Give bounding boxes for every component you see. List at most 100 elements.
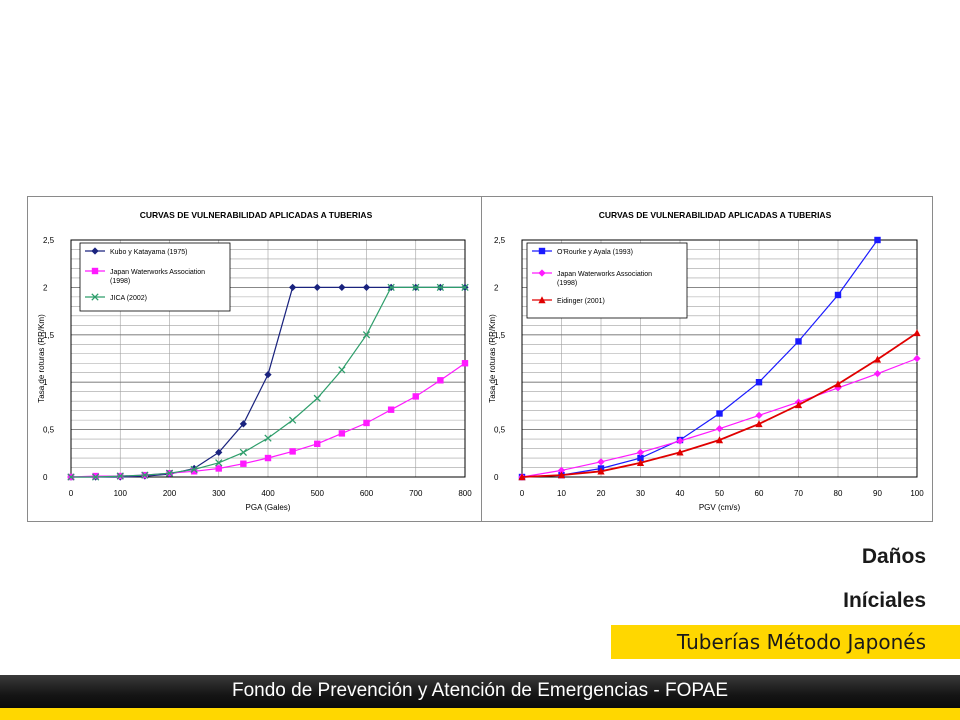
chart1-legend-label: (1998) xyxy=(110,278,130,285)
chart2-series-3-point xyxy=(873,355,882,363)
chart1-series-3-point xyxy=(313,394,321,402)
chart2-series-1-point xyxy=(716,410,723,417)
chart2-series-2-point xyxy=(755,411,763,420)
chart2-title: CURVAS DE VULNERABILIDAD APLICADAS A TUB… xyxy=(599,210,832,220)
chart1-legend xyxy=(79,242,231,312)
chart1-series-1-point xyxy=(215,448,223,456)
chart2-series-3-point xyxy=(913,329,921,337)
chart1-series-2-point xyxy=(240,460,247,467)
chart2-series-2-point xyxy=(873,370,882,378)
chart2-x-tick-label: 80 xyxy=(834,489,843,498)
chart1-series-3-point xyxy=(461,283,469,292)
chart1-x-tick-label: 400 xyxy=(261,489,275,498)
subtitle: Tuberías Método Japonés xyxy=(676,630,926,654)
chart1-series-3-point xyxy=(91,473,100,481)
chart1-series-2-point xyxy=(412,393,419,400)
chart2-series-2-point xyxy=(676,437,684,445)
footer-bar xyxy=(0,675,960,708)
chart2-x-tick-label: 100 xyxy=(910,489,924,498)
chart1-x-tick-label: 100 xyxy=(114,489,128,498)
chart2-x-tick-label: 50 xyxy=(715,489,724,498)
chart1-series-2-point xyxy=(264,454,272,462)
chart2-series-3-point xyxy=(794,401,803,409)
chart1-x-tick-label: 600 xyxy=(360,489,374,498)
chart2-x-tick-label: 40 xyxy=(676,489,685,498)
chart1-series-2-point xyxy=(437,377,444,384)
chart1-series-2-point xyxy=(190,468,198,475)
chart2-series-1-point xyxy=(637,454,644,462)
chart2-y-tick-label: 2 xyxy=(494,283,499,292)
chart1-series-1-point xyxy=(362,283,371,292)
chart2-series-1-point xyxy=(874,236,881,244)
chart2-x-tick-label: 30 xyxy=(636,489,645,498)
chart1-series-3-point xyxy=(141,471,149,479)
chart2-series-3-point xyxy=(715,436,724,444)
chart1-series-3-point xyxy=(67,473,75,481)
chart1-series-2-point xyxy=(338,430,346,437)
chart2-x-tick-label: 70 xyxy=(794,489,803,498)
chart1-x-tick-label: 700 xyxy=(409,489,423,498)
chart1-series-2-point xyxy=(215,465,222,472)
chart1-y-tick-label: 1,5 xyxy=(43,331,55,340)
heading-iniciales: Iníciales xyxy=(843,589,926,612)
chart2-y-tick-label: 2,5 xyxy=(494,236,506,245)
chart1-y-tick-label: 0,5 xyxy=(43,426,55,435)
subtitle-bar xyxy=(611,625,960,659)
chart2-series-1-point xyxy=(795,338,802,345)
chart2-legend-label: Japan Waterworks Association xyxy=(557,271,652,278)
chart1-series-1-point xyxy=(289,283,297,292)
chart1-series-2-point xyxy=(461,360,469,367)
chart2-legend xyxy=(526,242,688,319)
chart2-series-3-point xyxy=(755,420,763,428)
chart2-series-3-point xyxy=(676,448,684,456)
chart2-legend-marker xyxy=(538,247,546,255)
chart1-y-tick-label: 0 xyxy=(43,473,48,482)
chart2-series-1-point xyxy=(834,291,842,299)
chart2-series-2-point xyxy=(913,354,921,363)
chart2-y-tick-label: 1 xyxy=(494,378,499,387)
chart2-series-3-point xyxy=(834,380,842,388)
chart1-series-3-point xyxy=(239,448,248,457)
chart1-series-2-point xyxy=(387,406,395,413)
chart1-legend-label: JICA (2002) xyxy=(110,295,147,302)
chart2-y-tick-label: 1,5 xyxy=(494,331,506,340)
chart1-legend-label: Kubo y Katayama (1975) xyxy=(110,249,187,256)
chart2-x-tick-label: 20 xyxy=(597,489,606,498)
chart2-legend-marker xyxy=(538,296,546,304)
chart2-series-3-point xyxy=(597,467,605,475)
chart1-series-3-point xyxy=(190,465,198,474)
chart1-series-2-point xyxy=(314,440,321,448)
chart2-legend-label: (1998) xyxy=(557,280,577,287)
chart2-x-tick-label: 0 xyxy=(520,489,525,498)
chart1-y-axis-label: Tasa de roturas (RR/Km) xyxy=(37,314,46,403)
chart1-y-tick-label: 2,5 xyxy=(43,236,55,245)
chart2-x-tick-label: 60 xyxy=(755,489,764,498)
chart1-series-1-point xyxy=(313,283,321,292)
heading-danos: Daños xyxy=(861,545,926,568)
chart2-legend-label: O'Rourke y Ayala (1993) xyxy=(557,249,633,256)
chart2-legend-label: Eidinger (2001) xyxy=(557,298,605,305)
chart1-x-tick-label: 300 xyxy=(212,489,226,498)
chart1-series-2-point xyxy=(92,472,99,480)
footer-stripe xyxy=(0,708,960,720)
chart1-series-3-point xyxy=(436,283,445,292)
chart2-y-tick-label: 0,5 xyxy=(494,426,506,435)
chart2-series-2-point xyxy=(715,425,724,433)
chart1-series-2-point xyxy=(289,448,296,455)
chart2-y-axis-label: Tasa de roturas (RR/Km) xyxy=(488,314,497,403)
chart2-series-3-point xyxy=(557,471,566,479)
chart1-legend-marker xyxy=(91,267,99,275)
chart1-series-3-point xyxy=(288,416,297,424)
chart2-series-3-point xyxy=(636,458,645,466)
chart1-x-tick-label: 800 xyxy=(458,489,472,498)
chart1-series-3-point xyxy=(362,331,371,339)
chart1-y-tick-label: 1 xyxy=(43,378,48,387)
chart2-series-2-point xyxy=(636,448,645,456)
chart1-series-3-point xyxy=(215,459,223,467)
chart1-y-tick-label: 2 xyxy=(43,283,48,292)
chart2-legend-marker xyxy=(538,269,546,277)
chart1-series-1-point xyxy=(338,283,346,292)
chart2-series-3-point xyxy=(518,473,526,481)
